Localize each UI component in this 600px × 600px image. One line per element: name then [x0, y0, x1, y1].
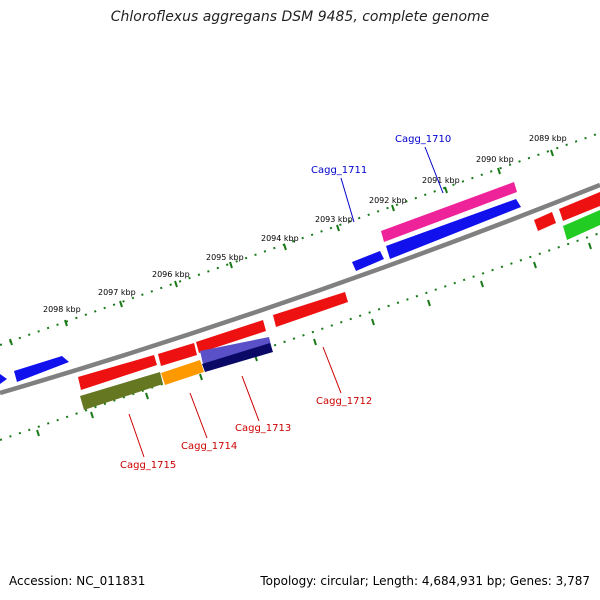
- gene-arrow-forward: [78, 355, 157, 390]
- gene-arrow-forward: [14, 356, 69, 382]
- genome-backbone: [0, 182, 600, 396]
- scale-label: 2094 kbp: [261, 234, 299, 243]
- gene-arrow-forward: [158, 343, 197, 366]
- gene-arrow-reverse: [161, 360, 204, 385]
- gene-arrow-forward: [386, 199, 521, 259]
- gene-label-cagg-1712[interactable]: Cagg_1712: [316, 396, 372, 407]
- leader-cagg-1714: [189, 392, 208, 439]
- gene-labels: Cagg_1710 Cagg_1711 Cagg_1712 Cagg_1713 …: [120, 134, 451, 471]
- leader-cagg-1710: [424, 146, 444, 194]
- forward-genes[interactable]: [0, 182, 600, 390]
- inner-major-ticks: [36, 242, 592, 437]
- gene-arrow-reverse: [563, 210, 600, 240]
- label-leaders: [128, 146, 444, 458]
- gene-label-cagg-1714[interactable]: Cagg_1714: [181, 441, 237, 452]
- leader-cagg-1712: [322, 346, 342, 394]
- accession-text: Accession: NC_011831: [9, 574, 146, 588]
- gene-label-cagg-1715[interactable]: Cagg_1715: [120, 460, 176, 471]
- scale-label: 2095 kbp: [206, 253, 244, 262]
- scale-label: 2093 kbp: [315, 215, 353, 224]
- scale-label: 2089 kbp: [529, 134, 567, 143]
- outer-scale: [0, 132, 600, 346]
- gene-arrow-forward: [0, 374, 7, 384]
- map-title: Chloroflexus aggregans DSM 9485, complet…: [110, 9, 490, 25]
- scale-labels: 2089 kbp 2090 kbp 2091 kbp 2092 kbp 2093…: [43, 134, 567, 314]
- gene-arrow-forward: [196, 320, 266, 353]
- scale-label: 2092 kbp: [369, 196, 407, 205]
- gene-arrow-forward: [352, 251, 384, 271]
- inner-scale: [0, 232, 600, 441]
- gene-label-cagg-1711[interactable]: Cagg_1711: [311, 165, 367, 176]
- genome-summary-text: Topology: circular; Length: 4,684,931 bp…: [260, 574, 590, 588]
- leader-cagg-1715: [128, 413, 145, 458]
- inner-scale-dots: [0, 232, 600, 441]
- scale-label: 2098 kbp: [43, 305, 81, 314]
- leader-cagg-1711: [340, 177, 355, 223]
- gene-arrow-reverse: [200, 337, 272, 364]
- outer-scale-dots: [0, 132, 600, 346]
- gene-arrow-reverse: [80, 372, 163, 410]
- gene-arrow-forward: [559, 192, 600, 221]
- gene-arrow-forward: [381, 182, 517, 242]
- gene-arrow-reverse: [202, 343, 273, 372]
- scale-label: 2097 kbp: [98, 288, 136, 297]
- gene-label-cagg-1710[interactable]: Cagg_1710: [395, 134, 451, 145]
- outer-major-ticks: [9, 149, 554, 346]
- reverse-genes[interactable]: [80, 210, 600, 410]
- leader-cagg-1713: [241, 375, 260, 422]
- scale-label: 2090 kbp: [476, 155, 514, 164]
- gene-arrow-forward: [273, 292, 348, 327]
- gene-label-cagg-1713[interactable]: Cagg_1713: [235, 423, 291, 434]
- scale-label: 2091 kbp: [422, 176, 460, 185]
- scale-label: 2096 kbp: [152, 270, 190, 279]
- gene-arrow-forward: [534, 212, 556, 231]
